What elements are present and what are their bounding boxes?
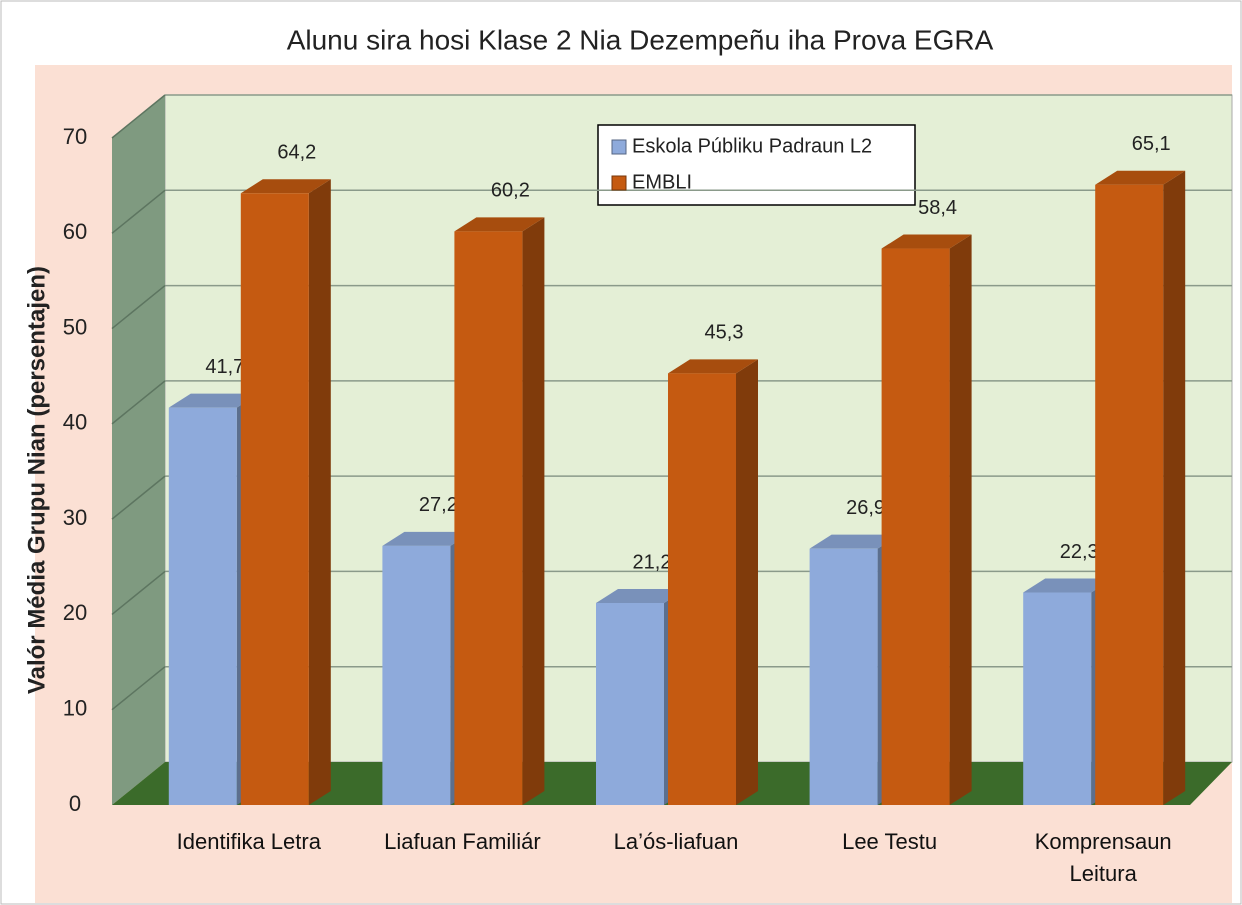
bar-side [522,217,545,805]
grid-line-side [111,570,166,616]
y-tick-label: 40 [63,410,87,435]
y-tick-label: 50 [63,314,87,339]
data-label: 26,9 [846,497,885,519]
y-tick-label: 10 [63,696,87,721]
y-tick-label: 20 [63,600,87,625]
side-wall [112,95,165,805]
data-label: 60,2 [491,180,530,202]
data-label: 58,4 [918,197,957,219]
x-tick-label: Komprensaun Leitura [1034,829,1172,886]
bar-group [454,217,545,805]
grid-line-side [111,380,166,425]
data-label: 22,3 [1060,541,1099,563]
bar [596,602,664,805]
y-tick-label: 30 [63,505,87,530]
bar-top [1023,578,1114,593]
x-tick-label: Liafuan Familiár [384,829,541,854]
bar-top [809,534,900,549]
x-tick-label: Lee Testu [842,829,938,854]
bar-group [1095,170,1186,805]
chart-title: Alunu sira hosi Klase 2 Nia Dezempeñu ih… [287,24,994,55]
bar-group [668,359,758,805]
y-axis-label: Valór Média Grupu Nian (persentajen) [23,266,50,694]
bar-top [1095,170,1186,185]
bar-group [240,179,331,805]
bar-side [1163,170,1186,805]
bar-top [881,234,972,249]
data-label: 64,2 [277,142,316,164]
data-label: 21,2 [633,551,672,573]
data-label: 65,1 [1132,133,1171,155]
bar [809,548,878,805]
legend-swatch [611,175,627,191]
bar-top [668,359,758,374]
legend-label: Eskola Públiku Padraun L2 [632,135,872,157]
bar-top [382,531,473,546]
bar-top [596,588,686,603]
bar [168,407,237,805]
bar [382,545,451,805]
grid-line-side [111,189,166,234]
grid-line-side [111,94,166,139]
bar [454,231,523,805]
bar [881,248,950,805]
grid-line-side [111,284,166,330]
bar-top [454,217,545,232]
legend [597,124,916,206]
bar [1023,592,1092,805]
legend-swatch [611,139,627,155]
data-label: 41,7 [205,356,244,378]
grid-line-side [111,666,166,711]
y-tick-label: 0 [69,791,81,816]
bar-top [168,393,259,408]
x-tick-label: La’ós-liafuan [613,829,739,854]
data-label: 27,2 [419,494,458,516]
grid-line-side [111,475,166,520]
bar-side [308,179,331,805]
bar-top [240,179,331,194]
bar [668,373,736,805]
y-tick-label: 70 [63,124,87,149]
bar [240,193,309,805]
y-tick-label: 60 [63,219,87,244]
bar [1095,184,1164,805]
bar-group [881,234,972,805]
bar-side [949,234,972,805]
x-tick-label: Identifika Letra [176,829,321,854]
data-label: 45,3 [705,322,744,344]
bar-side [736,359,758,805]
legend-label: EMBLI [632,171,692,193]
